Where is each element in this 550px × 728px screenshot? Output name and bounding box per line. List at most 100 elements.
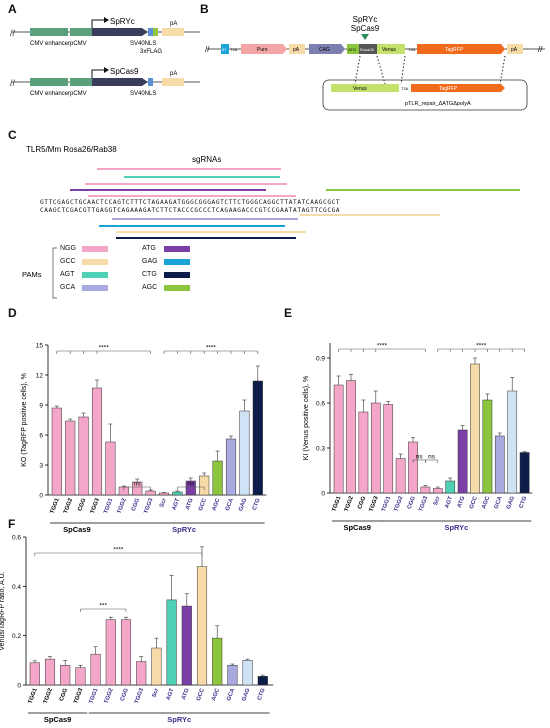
x-tick-label: Scr: [159, 497, 168, 509]
x-tick-label: TGG2: [104, 688, 115, 705]
chart-e: 0 0.3 0.6 0.9 KI (Venus positive cells), % TG…: [303, 343, 533, 532]
bar: [78, 416, 89, 496]
y-tick-label: 0: [321, 491, 325, 498]
x-tick-label: TGG3: [369, 495, 380, 513]
bar: [225, 438, 237, 496]
svg-text://: //: [10, 78, 16, 88]
bar: [120, 619, 132, 686]
x-tick-label: TGG3: [418, 495, 429, 513]
x-tick-label: CTG: [252, 497, 262, 511]
pam-name: CTG: [142, 271, 157, 278]
svg-text://: //: [10, 28, 16, 38]
x-tick-label: ATG: [181, 687, 191, 701]
bar: [196, 566, 208, 686]
x-tick-label: CGG: [120, 687, 130, 702]
cut-site-icon: [361, 34, 369, 40]
repair-tagrfp: [411, 84, 505, 92]
significance-label: ****: [206, 345, 217, 352]
x-tick-label: GAG: [241, 687, 251, 702]
y-tick-label: 0.4: [12, 584, 21, 591]
x-tick-label: TGG3: [143, 497, 154, 515]
significance-label: ns: [134, 481, 142, 488]
x-tick-label: GCA: [226, 687, 236, 702]
y-tick-label: 0: [39, 493, 43, 500]
panel-c-diagram: TLR5/Mm Rosa26/Rab38 sgRNAs GTTCGAGCTGCA…: [22, 145, 520, 299]
panel-letter-b: B: [200, 2, 209, 16]
pam-name: NGG: [60, 245, 76, 252]
spryc-block: [92, 28, 148, 36]
pcmv-block-1: [70, 28, 92, 36]
promoter-arrow-icon: [91, 19, 104, 28]
pcmv-block-2: [70, 78, 92, 86]
x-tick-label: GCC: [196, 687, 206, 702]
x-tick-label: CTG: [519, 495, 529, 509]
y-tick-label: 6: [39, 433, 43, 440]
bar: [65, 420, 76, 496]
vec-cag-label: CAG: [319, 47, 330, 53]
bar: [507, 390, 518, 494]
bar: [346, 380, 356, 494]
x-tick-label: TGG2: [344, 496, 355, 513]
pam-legend-item: CTG: [142, 271, 190, 278]
vec-atg-label: ATG: [348, 47, 356, 52]
bar: [212, 637, 223, 686]
bar: [166, 599, 177, 686]
repair-plasmid-name: pTLR_repair_ΔATGΔpolyA: [405, 101, 471, 107]
group-label: SpRYc: [167, 715, 191, 724]
pam-swatch: [164, 284, 190, 291]
bar: [494, 435, 505, 494]
spcas9-block: [92, 78, 148, 86]
pam-name: AGT: [60, 271, 75, 278]
significance-label: ***: [99, 603, 107, 610]
x-tick-label: GAG: [506, 495, 516, 510]
x-tick-label: AGT: [444, 495, 454, 509]
y-tick-label: 0.3: [316, 446, 325, 453]
significance-label: ns: [416, 454, 424, 461]
x-tick-label: TGG3: [134, 687, 145, 705]
y-tick-label: 15: [36, 343, 44, 350]
svg-text://: //: [205, 45, 210, 54]
svg-text://: //: [538, 45, 543, 54]
bar: [395, 458, 406, 494]
vec-tagrfp: [417, 44, 505, 54]
significance-label: ns: [187, 481, 195, 488]
x-tick-label: TGG2: [43, 688, 54, 705]
vec-tagrfp-label: TagRFP: [445, 47, 464, 53]
group-label: SpCas9: [343, 523, 371, 532]
bar: [60, 665, 71, 686]
chart-d: 0 3 6 9 12 15 KO (TagRFP positive cells), % TGG…: [21, 343, 267, 534]
vec-5i: [221, 44, 229, 54]
x-tick-label: TGG3: [73, 687, 84, 705]
x-tick-label: CTG: [257, 687, 267, 701]
bar: [252, 380, 263, 496]
flag-block: [153, 28, 158, 36]
x-tick-label: GCA: [225, 497, 235, 512]
vec-venus: [377, 44, 405, 54]
bar: [257, 676, 268, 686]
spryc-top-label: SpRYc: [353, 15, 378, 24]
sequence-top-strand: GTTCGAGCTGCAACTCCAGTCTTTCTAGAAGATGGGCGGG…: [40, 199, 340, 206]
pa-label-1: pA: [170, 21, 177, 27]
pcmv-label-2: pCMV: [70, 91, 87, 97]
y-tick-label: 0.6: [12, 535, 21, 542]
bar: [172, 491, 183, 496]
significance-label: ns: [428, 454, 436, 461]
x-tick-label: CGG: [77, 497, 87, 512]
group-label: SpCas9: [44, 715, 72, 724]
pam-bracket: [52, 247, 57, 299]
vec-rosa26: [359, 44, 377, 54]
x-tick-label: CGG: [357, 495, 367, 510]
panel-letter-a: A: [8, 2, 17, 16]
y-tick-label: 9: [39, 403, 43, 410]
pam-swatch: [82, 284, 108, 291]
pam-swatch: [82, 271, 108, 278]
bar: [29, 662, 40, 686]
pam-name: AGC: [142, 284, 158, 291]
x-tick-label: CGG: [131, 497, 141, 512]
x-tick-label: Scr: [433, 495, 442, 507]
vec-5i-label: 5'I: [222, 47, 226, 52]
sv40nls-label-1: SV40NLS: [130, 41, 156, 47]
x-tick-label: TGG1: [28, 687, 39, 705]
x-tick-label: GCC: [198, 497, 208, 512]
bar: [91, 387, 103, 496]
